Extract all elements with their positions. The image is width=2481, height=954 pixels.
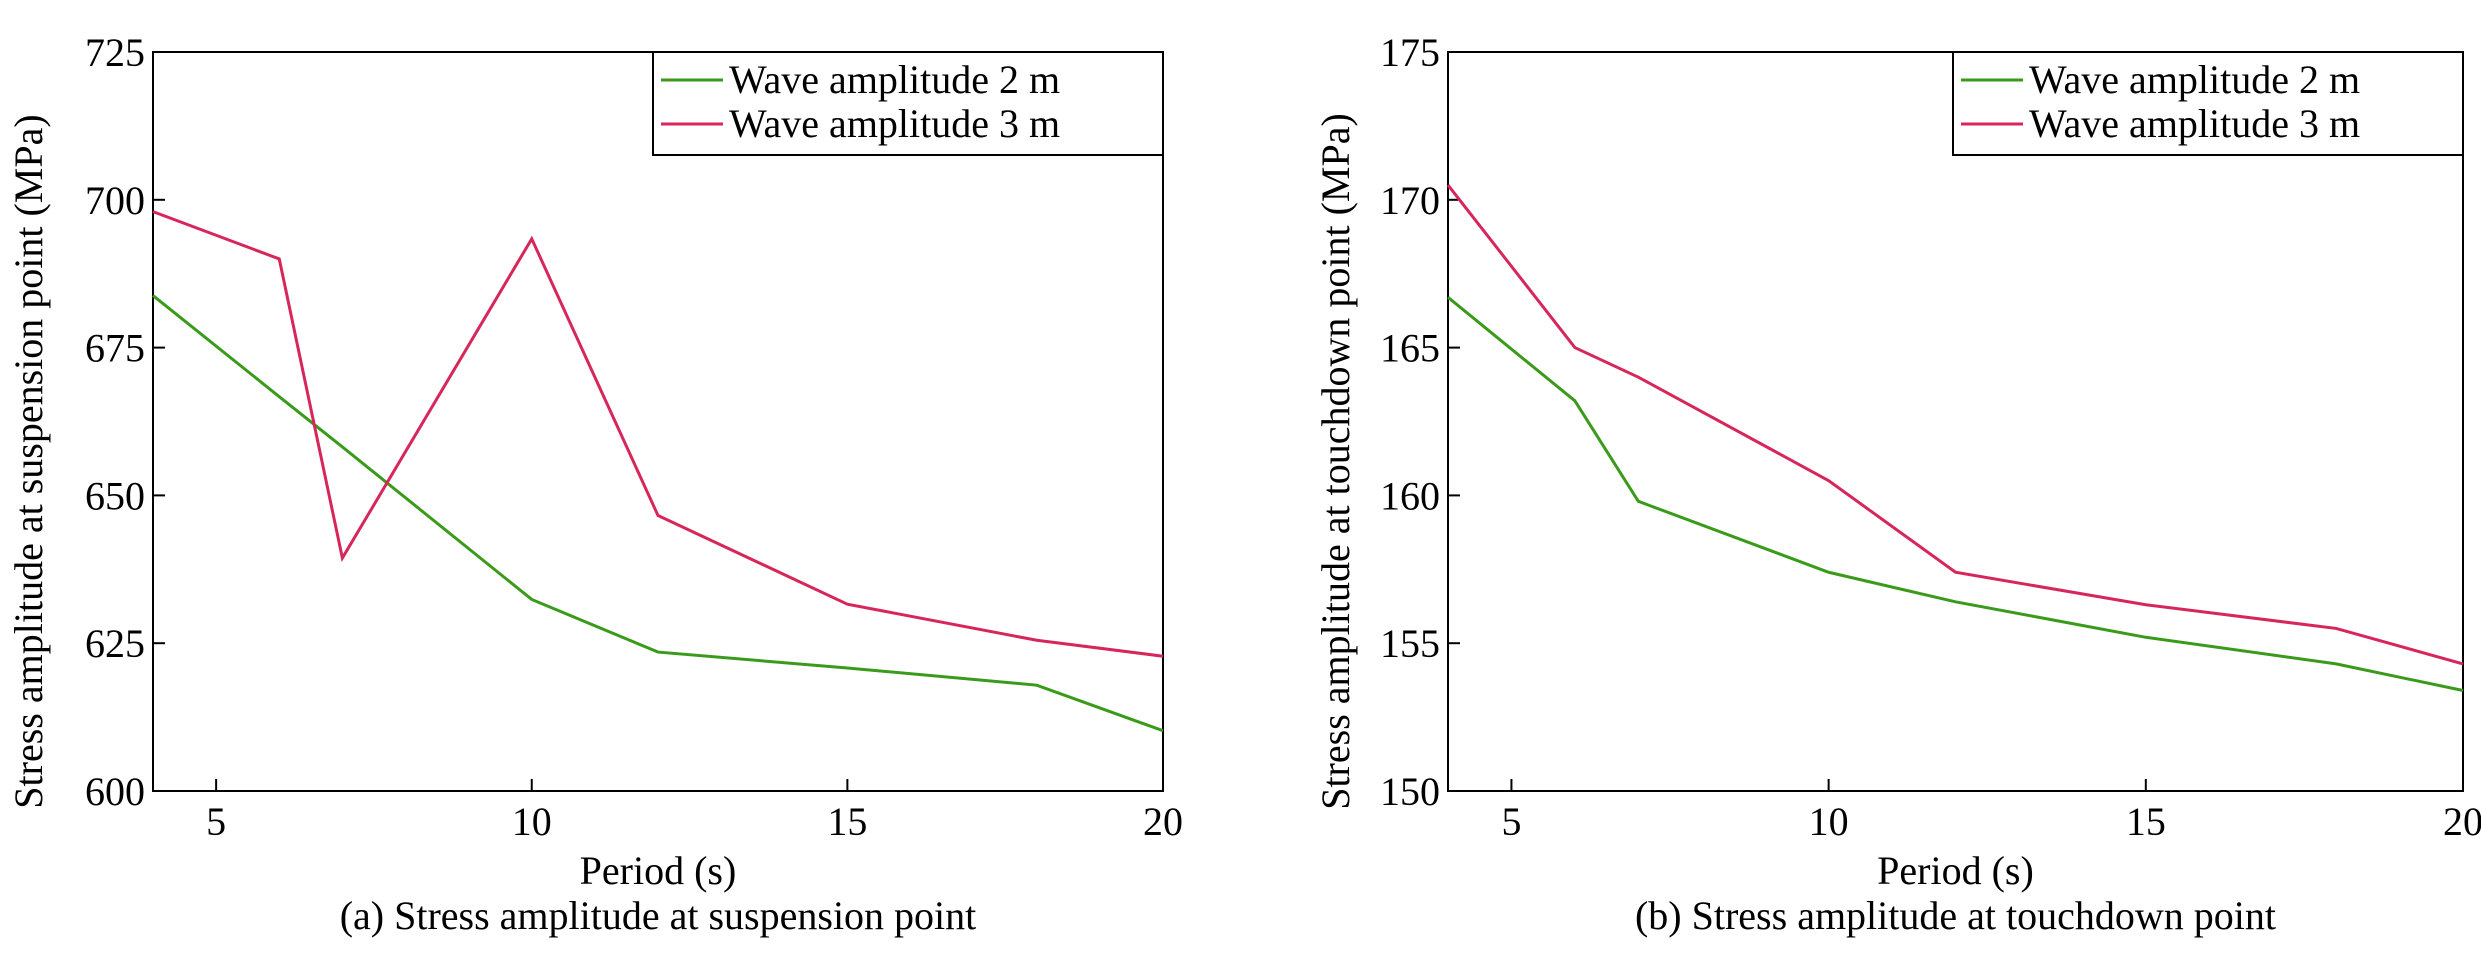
series-line: [1447, 296, 2464, 692]
y-tick-label: 150: [1380, 769, 1440, 814]
x-tick-label: 15: [2126, 799, 2166, 844]
plot-frame: [152, 51, 1164, 792]
x-tick-label: 15: [827, 799, 867, 844]
series-line: [152, 294, 1164, 733]
y-tick-label: 700: [85, 178, 145, 223]
legend-label: Wave amplitude 3 m: [729, 101, 1060, 146]
series-line: [1446, 184, 2464, 666]
chart: 150 155 160 165 170 175 5 10 15 20 Period (s)(b) S…: [1313, 30, 2481, 938]
chart-caption: (a) Stress amplitude at suspension point: [340, 893, 977, 938]
y-tick-label: 170: [1380, 178, 1440, 223]
x-tick-label: 20: [1143, 799, 1183, 844]
x-tick-label: 10: [512, 799, 552, 844]
plot-frame: [1447, 51, 2464, 792]
y-axis-label: Stress amplitude at touchdown point (MPa…: [1313, 113, 1358, 810]
legend-label: Wave amplitude 3 m: [2029, 101, 2360, 146]
y-tick-label: 725: [85, 30, 145, 75]
chart: 600 625 650 675 700 725 5 10 15 20 Period (s)(a) S…: [6, 30, 1183, 938]
x-tick-label: 20: [2443, 799, 2481, 844]
x-tick-label: 5: [206, 799, 226, 844]
x-tick-label: 5: [1501, 799, 1521, 844]
x-tick-label: 10: [1809, 799, 1849, 844]
y-tick-label: 600: [85, 769, 145, 814]
chart-caption: (b) Stress amplitude at touchdown point: [1635, 893, 2276, 938]
y-tick-label: 155: [1380, 621, 1440, 666]
y-tick-label: 650: [85, 473, 145, 518]
series-line: [152, 210, 1164, 658]
y-tick-label: 165: [1380, 326, 1440, 371]
x-axis-label: Period (s): [1877, 848, 2034, 893]
y-tick-label: 175: [1380, 30, 1440, 75]
legend-box: [1952, 51, 2464, 156]
y-axis-label: Stress amplitude at suspension point (MP…: [6, 114, 51, 808]
x-axis-label: Period (s): [580, 848, 737, 893]
legend-label: Wave amplitude 2 m: [2029, 57, 2360, 102]
legend-label: Wave amplitude 2 m: [729, 57, 1060, 102]
legend-box: [652, 51, 1164, 156]
y-tick-label: 625: [85, 621, 145, 666]
y-tick-label: 675: [85, 326, 145, 371]
y-tick-label: 160: [1380, 473, 1440, 518]
